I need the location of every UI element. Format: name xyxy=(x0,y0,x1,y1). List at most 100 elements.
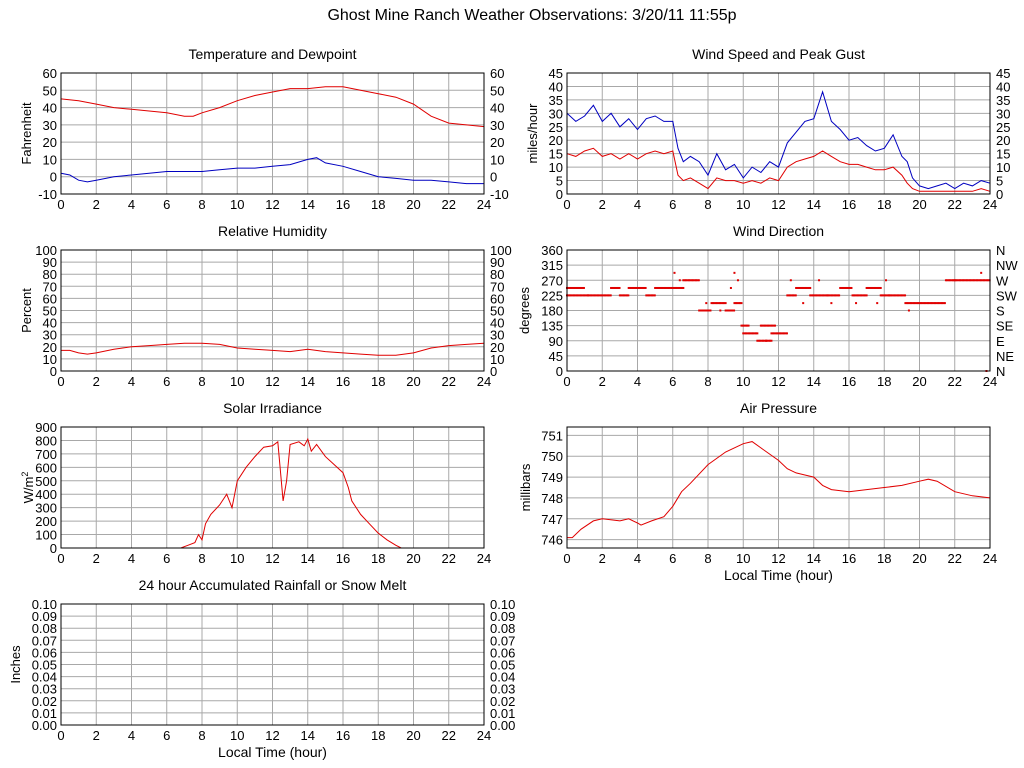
wind-y-tick-label-right: 35 xyxy=(996,93,1010,108)
winddir-point xyxy=(733,271,736,274)
wind-y-tick-label: 10 xyxy=(549,160,563,175)
winddir-point xyxy=(740,324,743,327)
winddir-point xyxy=(941,302,944,305)
winddir-point xyxy=(961,279,964,282)
winddir-point xyxy=(957,279,960,282)
solar-y-tick-label: 200 xyxy=(35,514,57,529)
winddir-point xyxy=(730,309,733,312)
wind-title: Wind Speed and Peak Gust xyxy=(692,46,865,62)
winddir-point xyxy=(773,332,776,335)
winddir-point xyxy=(832,294,835,297)
winddir-point xyxy=(604,294,607,297)
winddir-point xyxy=(666,286,669,289)
winddir-point xyxy=(966,279,969,282)
winddir-point xyxy=(924,302,927,305)
winddir-point xyxy=(946,279,949,282)
winddir-point xyxy=(838,294,841,297)
rh-y-tick-label-right: 10 xyxy=(490,352,504,367)
winddir-point xyxy=(978,279,981,282)
rain-y-tick-label-right: 0.00 xyxy=(490,718,515,733)
rh-y-tick-label-right: 60 xyxy=(490,291,504,306)
winddir-point xyxy=(902,294,905,297)
winddir-point xyxy=(648,294,651,297)
winddir-point xyxy=(809,294,812,297)
rh-y-tick-label-right: 90 xyxy=(490,255,504,270)
winddir-point xyxy=(844,286,847,289)
winddir-point xyxy=(761,324,764,327)
winddir-point xyxy=(617,286,620,289)
winddir-point xyxy=(693,279,696,282)
rh-frame xyxy=(60,249,485,372)
rain-x-tick-label: 6 xyxy=(163,728,170,743)
temp-y-tick-label-right: -10 xyxy=(490,187,509,202)
solar-x-tick-label: 2 xyxy=(93,551,100,566)
winddir-point xyxy=(683,279,686,282)
rh-y-tick-label: 70 xyxy=(43,279,57,294)
winddir-point xyxy=(847,286,850,289)
wind-y-tick-label: 35 xyxy=(549,93,563,108)
winddir-point xyxy=(659,286,662,289)
winddir-point xyxy=(829,294,832,297)
winddir-point xyxy=(567,286,570,289)
rain-title: 24 hour Accumulated Rainfall or Snow Mel… xyxy=(139,577,407,593)
winddir-point xyxy=(588,294,591,297)
rh-x-tick-label: 10 xyxy=(230,374,244,389)
winddir-point xyxy=(796,286,799,289)
winddir-point xyxy=(894,294,897,297)
wind-y-tick-label-right: 0 xyxy=(996,187,1003,202)
winddir-point xyxy=(868,286,871,289)
rain-y-tick-label: 0.09 xyxy=(32,609,57,624)
winddir-point xyxy=(637,286,640,289)
page-title: Ghost Mine Ranch Weather Observations: 3… xyxy=(327,7,737,24)
winddir-point xyxy=(917,302,920,305)
winddir-point xyxy=(695,279,698,282)
winddir-point xyxy=(729,286,732,289)
winddir-point xyxy=(609,294,612,297)
winddir-point xyxy=(770,332,773,335)
temp-y-tick-label: 0 xyxy=(50,170,57,185)
rh-y-tick-label: 40 xyxy=(43,316,57,331)
winddir-point xyxy=(934,302,937,305)
winddir-point xyxy=(780,332,783,335)
rain-y-tick-label: 0.06 xyxy=(32,645,57,660)
winddir-x-tick-label: 22 xyxy=(948,374,962,389)
solar-x-tick-label: 10 xyxy=(230,551,244,566)
solar-x-tick-label: 18 xyxy=(371,551,385,566)
winddir-point xyxy=(769,324,772,327)
pressure-y-tick-label: 749 xyxy=(541,470,563,485)
winddir-point xyxy=(571,286,574,289)
winddir-point xyxy=(765,324,768,327)
winddir-point xyxy=(859,294,862,297)
rain-x-tick-label: 4 xyxy=(128,728,135,743)
winddir-point xyxy=(580,294,583,297)
wind-y-tick-label: 5 xyxy=(556,174,563,189)
wind-y-tick-label-right: 10 xyxy=(996,160,1010,175)
winddir-point xyxy=(963,279,966,282)
winddir-point xyxy=(640,286,643,289)
winddir-point xyxy=(668,286,671,289)
solar-y-tick-label: 100 xyxy=(35,528,57,543)
temp-x-tick-label: 6 xyxy=(163,197,170,212)
pressure-x-tick-label: 20 xyxy=(912,551,926,566)
winddir-point xyxy=(830,302,833,305)
winddir-point xyxy=(577,294,580,297)
winddir-point xyxy=(875,286,878,289)
winddir-point xyxy=(608,294,611,297)
winddir-x-tick-label: 6 xyxy=(669,374,676,389)
rh-y-tick-label-right: 80 xyxy=(490,267,504,282)
winddir-point xyxy=(928,302,931,305)
winddir-point xyxy=(669,286,672,289)
rain-y-tick-label: 0.01 xyxy=(32,706,57,721)
winddir-point xyxy=(680,286,683,289)
winddir-point xyxy=(614,286,617,289)
winddir-point xyxy=(835,294,838,297)
rh-x-tick-label: 20 xyxy=(406,374,420,389)
winddir-point xyxy=(905,302,908,305)
temp-y-axis-label: Fahrenheit xyxy=(19,102,34,165)
winddir-point xyxy=(709,309,712,312)
rh-x-tick-label: 2 xyxy=(93,374,100,389)
winddir-point xyxy=(809,286,812,289)
winddir-point xyxy=(964,279,967,282)
rain-y-tick-label: 0.00 xyxy=(32,718,57,733)
rh-x-tick-label: 24 xyxy=(477,374,491,389)
